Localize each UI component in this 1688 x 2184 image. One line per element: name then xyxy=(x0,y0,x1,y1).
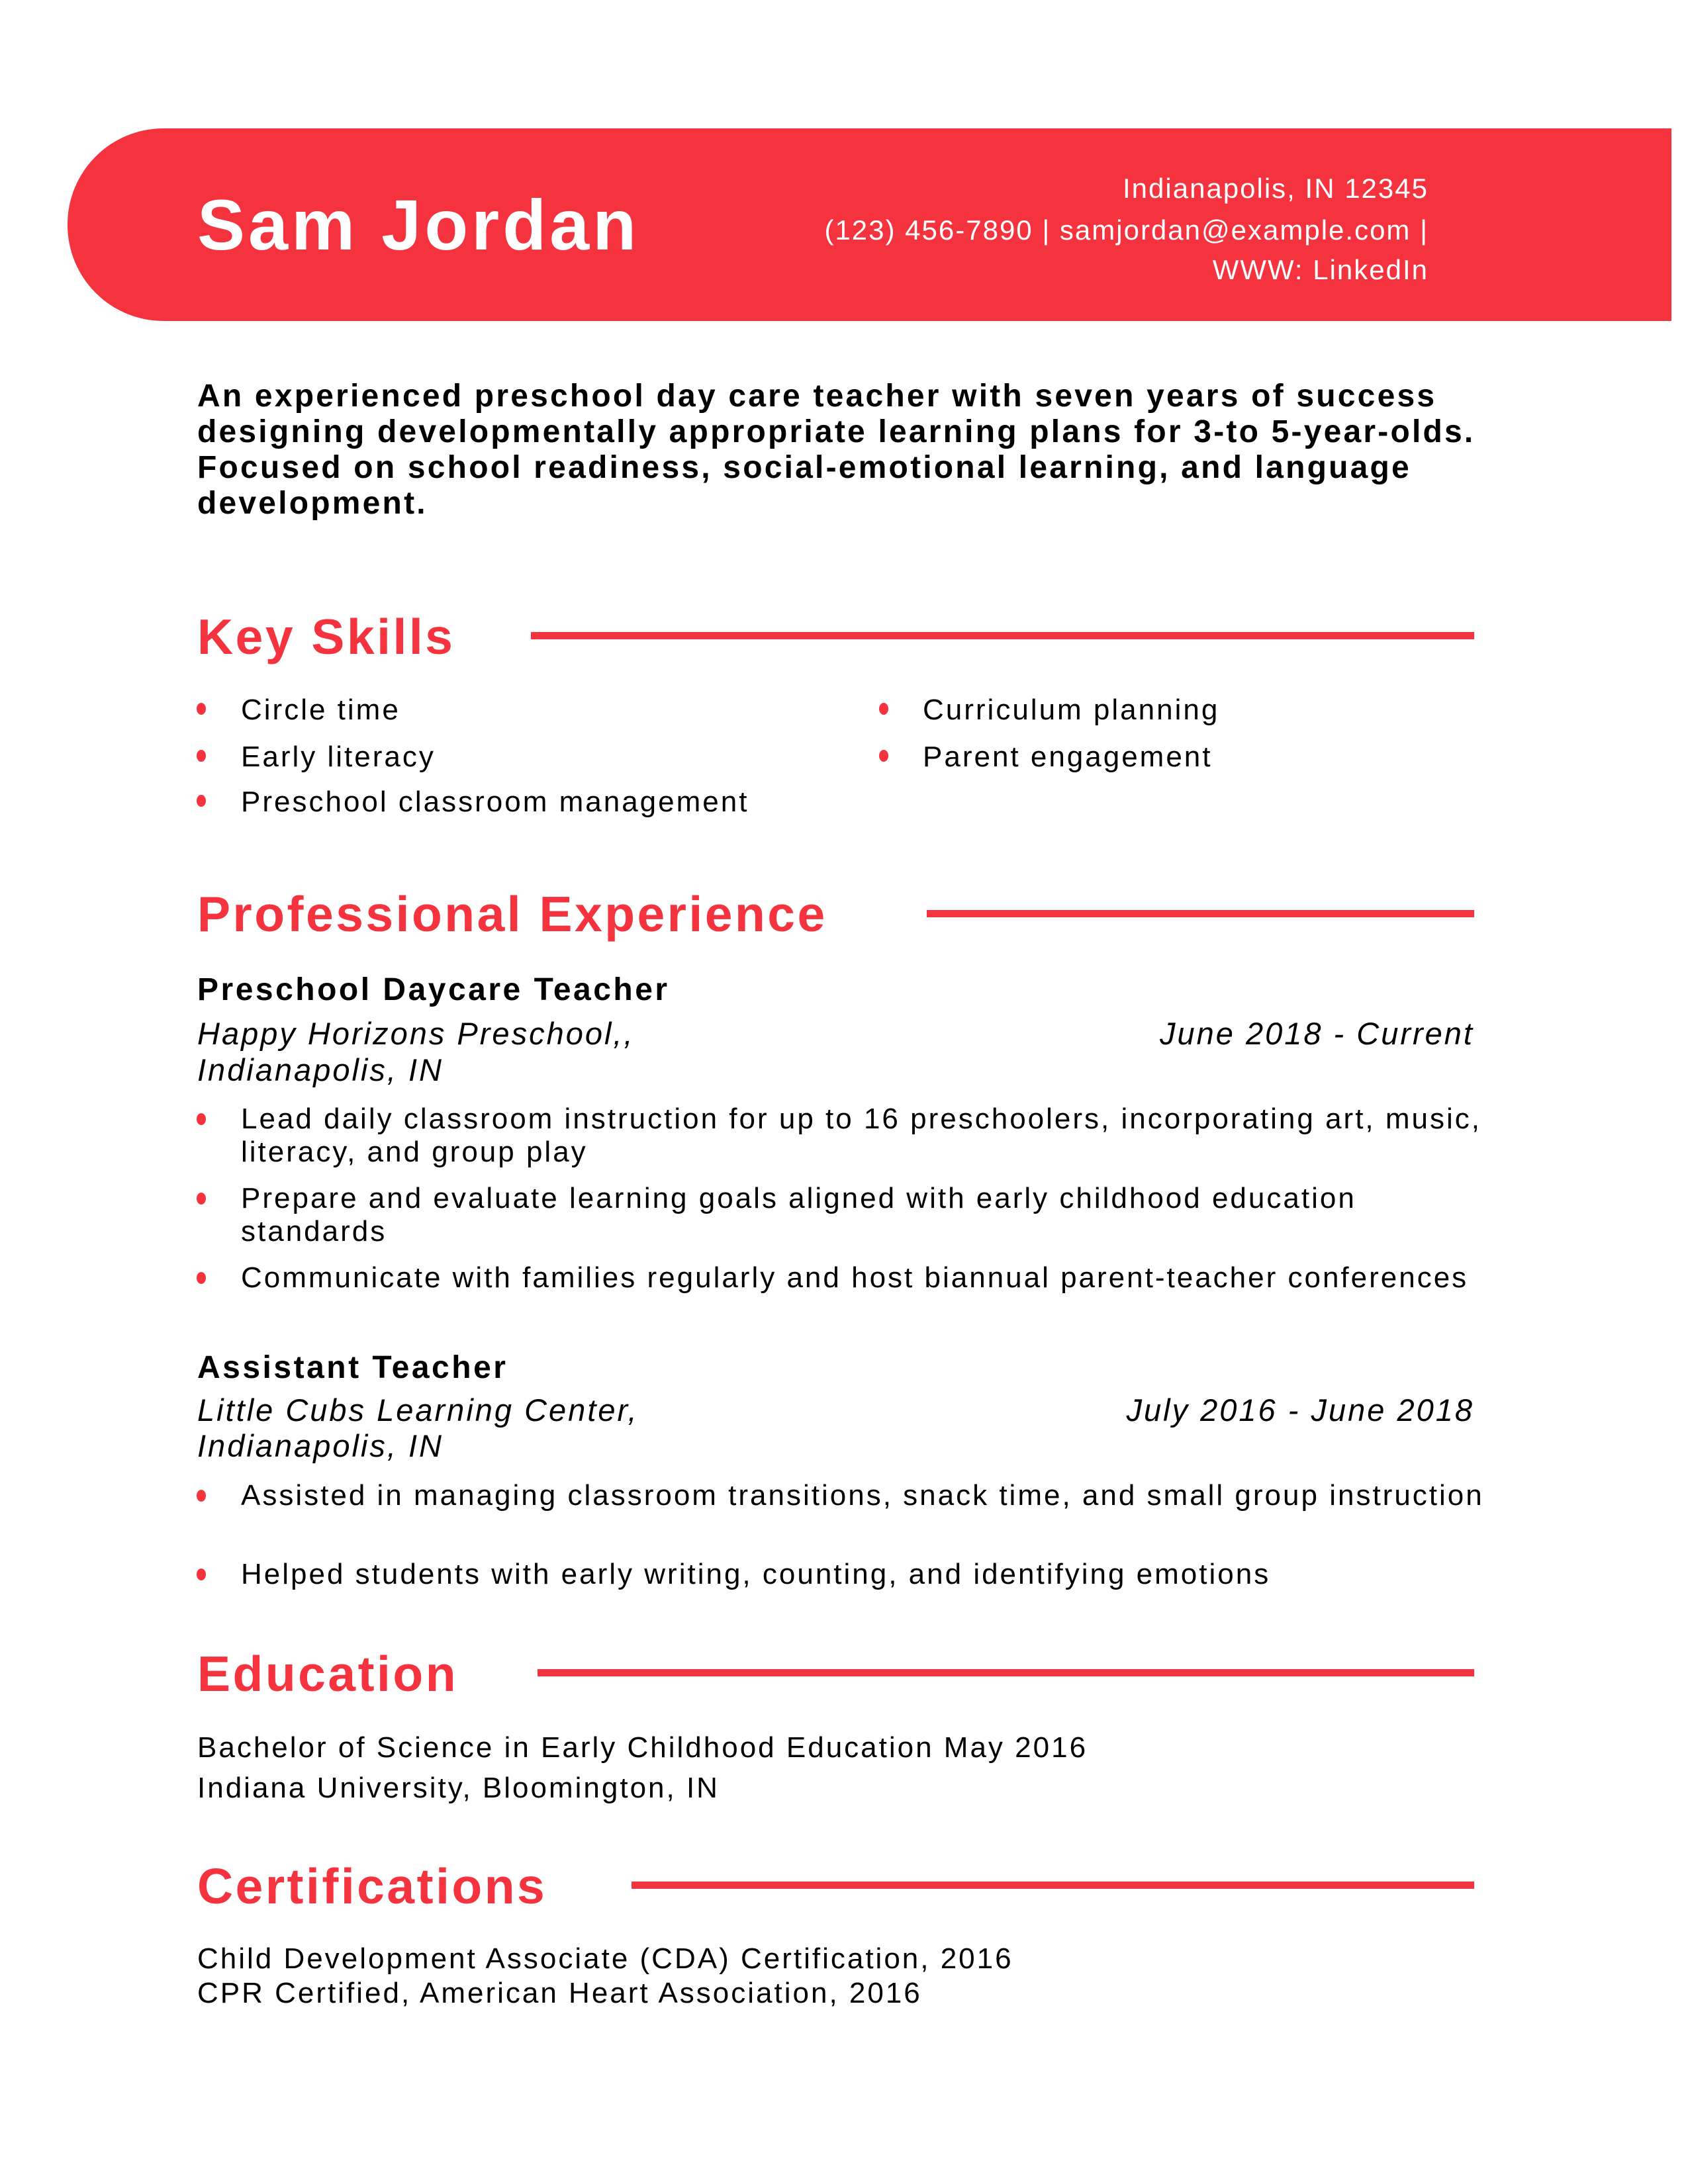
section-divider xyxy=(531,632,1474,639)
bullet-icon xyxy=(197,795,206,807)
section-divider xyxy=(927,910,1474,917)
section-title-education: Education xyxy=(197,1646,459,1702)
job-location: Indianapolis, IN xyxy=(197,1052,444,1087)
education-degree: Bachelor of Science in Early Childhood E… xyxy=(197,1731,1088,1764)
section-divider xyxy=(632,1882,1474,1889)
skill-item: Preschool classroom management xyxy=(241,786,749,818)
bullet-icon xyxy=(197,1569,206,1580)
job-title: Preschool Daycare Teacher xyxy=(197,972,670,1007)
skill-item: Parent engagement xyxy=(923,741,1213,773)
certification-item: Child Development Associate (CDA) Certif… xyxy=(197,1942,1013,1975)
bullet-icon xyxy=(879,750,888,762)
skill-item: Circle time xyxy=(241,694,400,726)
header-banner xyxy=(68,128,1671,321)
certification-item: CPR Certified, American Heart Associatio… xyxy=(197,1977,922,2009)
bullet-icon xyxy=(197,1272,206,1284)
bullet-icon xyxy=(197,1490,206,1502)
job-title: Assistant Teacher xyxy=(197,1350,508,1385)
bullet-icon xyxy=(197,1193,206,1205)
job-company: Happy Horizons Preschool,, xyxy=(197,1016,635,1051)
skill-item: Curriculum planning xyxy=(923,694,1220,726)
bullet-icon xyxy=(197,1113,206,1125)
professional-summary: An experienced preschool day care teache… xyxy=(197,379,1476,521)
job-bullet: Prepare and evaluate learning goals alig… xyxy=(241,1182,1356,1248)
section-title-experience: Professional Experience xyxy=(197,886,827,942)
section-divider xyxy=(538,1669,1474,1676)
job-company: Little Cubs Learning Center, xyxy=(197,1392,639,1428)
skill-item: Early literacy xyxy=(241,741,436,773)
job-dates: July 2016 - June 2018 xyxy=(1126,1392,1474,1428)
contact-location: Indianapolis, IN 12345 xyxy=(1123,173,1429,204)
job-bullet: Communicate with families regularly and … xyxy=(241,1261,1469,1294)
contact-phone-email: (123) 456-7890 | samjordan@example.com | xyxy=(824,214,1429,246)
job-dates: June 2018 - Current xyxy=(1159,1016,1474,1051)
bullet-icon xyxy=(879,703,888,715)
bullet-icon xyxy=(197,703,206,715)
job-bullet: Helped students with early writing, coun… xyxy=(241,1558,1271,1590)
bullet-icon xyxy=(197,750,206,762)
contact-web-link[interactable]: WWW: LinkedIn xyxy=(1212,254,1429,285)
job-bullet: Lead daily classroom instruction for up … xyxy=(241,1103,1481,1168)
candidate-name: Sam Jordan xyxy=(197,185,640,265)
job-bullet: Assisted in managing classroom transitio… xyxy=(241,1479,1484,1512)
job-location: Indianapolis, IN xyxy=(197,1428,444,1463)
section-title-certifications: Certifications xyxy=(197,1858,547,1914)
education-school: Indiana University, Bloomington, IN xyxy=(197,1772,720,1804)
section-title-skills: Key Skills xyxy=(197,609,455,664)
